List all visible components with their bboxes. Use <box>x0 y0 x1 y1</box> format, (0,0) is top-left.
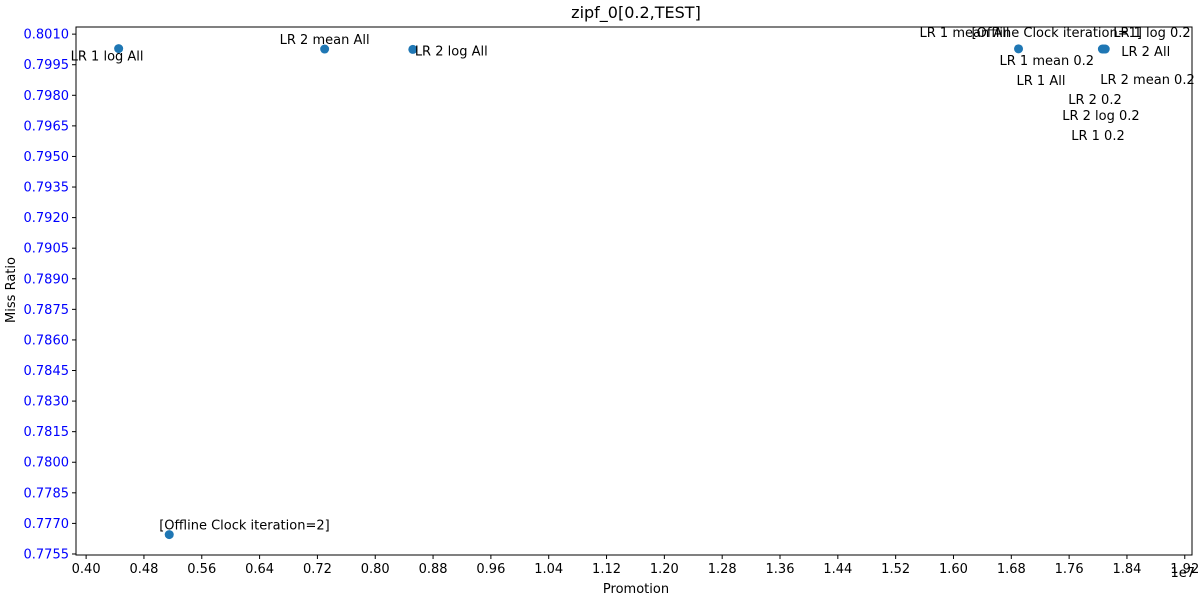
chart-title: zipf_0[0.2,TEST] <box>571 3 701 23</box>
x-tick-label: 0.48 <box>129 562 158 577</box>
x-axis-offset-label: 1e7 <box>1170 566 1195 581</box>
point-annotation: LR 1 mean 0.2 <box>1000 54 1095 69</box>
data-point <box>114 44 124 54</box>
y-tick-label: 0.7995 <box>24 58 70 73</box>
point-annotation: LR 1 log 0.2 <box>1113 26 1190 41</box>
point-annotation: LR 2 log All <box>415 44 488 59</box>
point-annotation: LR 1 0.2 <box>1071 129 1125 144</box>
x-tick-label: 0.72 <box>303 562 332 577</box>
x-tick-label: 1.68 <box>997 562 1026 577</box>
plot-area: 0.40 0.48 0.56 0.64 0.72 0.80 0.88 0.96 1.04 1.12… <box>24 26 1200 577</box>
x-tick-label: 1.20 <box>650 562 679 577</box>
x-tick-label: 0.96 <box>476 562 505 577</box>
point-annotation: LR 2 mean All <box>280 33 370 48</box>
point-annotation: LR 2 All <box>1121 45 1170 60</box>
y-tick-label: 0.7800 <box>24 456 70 471</box>
plot-frame <box>75 26 1193 556</box>
x-tick-label: 1.92 <box>1170 562 1199 577</box>
point-annotation: LR 2 mean 0.2 <box>1100 73 1195 88</box>
point-annotation: [Offline Clock iteration=2] <box>159 519 329 534</box>
x-tick-label: 1.84 <box>1112 562 1141 577</box>
y-tick-label: 0.7935 <box>24 181 70 196</box>
x-tick-label: 1.52 <box>881 562 910 577</box>
point-annotation: LR 1 All <box>1017 74 1066 89</box>
x-axis-label: Promotion <box>603 582 669 597</box>
y-tick-label: 0.7755 <box>24 547 70 562</box>
y-tick-label: 0.7890 <box>24 272 70 287</box>
y-tick-label: 0.7920 <box>24 211 70 226</box>
y-tick-label: 0.7860 <box>24 333 70 348</box>
x-tick-label: 1.44 <box>823 562 852 577</box>
data-point <box>164 530 174 540</box>
x-tick-label: 1.04 <box>534 562 563 577</box>
y-tick-label: 0.7770 <box>24 517 70 532</box>
y-tick-label: 0.7815 <box>24 425 70 440</box>
point-annotation: LR 1 mean All <box>920 26 1010 41</box>
y-tick-label: 0.7845 <box>24 364 70 379</box>
x-tick-label: 1.36 <box>766 562 795 577</box>
y-tick-label: 0.7965 <box>24 119 70 134</box>
y-tick-label: 0.7875 <box>24 303 70 318</box>
y-axis-label: Miss Ratio <box>4 257 19 323</box>
y-tick-label: 0.7950 <box>24 150 70 165</box>
x-tick-label: 1.12 <box>592 562 621 577</box>
x-tick-label: 1.76 <box>1055 562 1084 577</box>
x-tick-label: 1.60 <box>939 562 968 577</box>
point-annotation: LR 2 0.2 <box>1068 93 1122 108</box>
x-tick-label: 1.28 <box>708 562 737 577</box>
data-point <box>320 44 330 54</box>
point-annotation: LR 2 log 0.2 <box>1062 109 1139 124</box>
data-point <box>1014 44 1024 54</box>
data-point <box>1100 44 1110 54</box>
x-tick-label: 0.40 <box>72 562 101 577</box>
x-tick-label: 0.64 <box>245 562 274 577</box>
x-tick-label: 0.88 <box>419 562 448 577</box>
y-tick-label: 0.7785 <box>24 486 70 501</box>
data-point <box>408 44 418 54</box>
y-tick-label: 0.7830 <box>24 395 70 410</box>
x-tick-label: 0.56 <box>187 562 216 577</box>
y-tick-label: 0.7980 <box>24 89 70 104</box>
y-tick-label: 0.7905 <box>24 242 70 257</box>
x-tick-label: 0.80 <box>361 562 390 577</box>
y-tick-label: 0.8010 <box>24 28 70 43</box>
point-annotation: LR 1 log All <box>71 50 144 65</box>
point-annotation: [Offline Clock iteration=1] <box>972 26 1142 41</box>
